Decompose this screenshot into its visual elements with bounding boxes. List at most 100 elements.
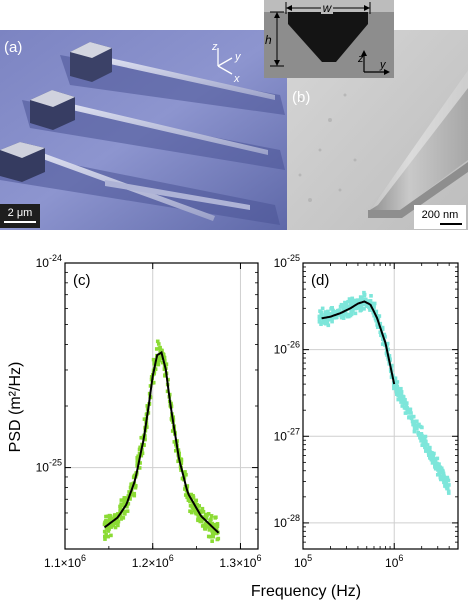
data-point — [347, 305, 352, 309]
data-point — [118, 505, 123, 510]
data-point — [113, 525, 118, 530]
data-point — [133, 485, 138, 490]
data-point — [139, 453, 144, 458]
data-point — [362, 290, 366, 295]
data-point — [184, 472, 188, 477]
data-point — [353, 311, 358, 316]
data-point — [163, 374, 167, 378]
data-point — [172, 440, 177, 444]
data-point — [143, 437, 147, 442]
data-point — [156, 362, 161, 367]
data-point — [122, 496, 127, 500]
data-point — [404, 401, 409, 405]
scale-bar-label: 2 μm — [8, 207, 33, 219]
data-point — [420, 425, 424, 430]
data-point — [389, 363, 394, 368]
data-point — [418, 435, 422, 440]
data-point — [373, 310, 378, 315]
data-point — [391, 383, 396, 388]
data-point — [395, 380, 400, 384]
panel-c-label: (c) — [73, 272, 91, 289]
data-point — [331, 308, 335, 313]
data-point — [419, 439, 423, 443]
x-tick-label: 105 — [294, 553, 312, 570]
data-point — [118, 508, 123, 512]
data-point — [403, 398, 407, 402]
data-point — [191, 506, 196, 511]
data-point — [193, 499, 198, 503]
data-point — [407, 415, 411, 419]
data-point — [411, 414, 416, 419]
data-point — [111, 523, 116, 528]
data-point — [126, 501, 131, 506]
data-point — [346, 299, 350, 304]
y-tick-label: 10-25 — [274, 253, 300, 270]
data-point — [195, 503, 199, 507]
data-point — [170, 429, 175, 433]
data-point — [109, 518, 114, 523]
data-points-d — [317, 290, 451, 495]
data-point — [405, 406, 409, 410]
data-point — [373, 316, 378, 321]
data-point — [215, 522, 220, 526]
data-point — [198, 519, 203, 524]
data-point — [210, 529, 214, 533]
data-point — [379, 333, 383, 338]
data-point — [382, 333, 387, 338]
data-point — [107, 517, 112, 522]
data-point — [417, 422, 421, 427]
data-point — [358, 307, 363, 312]
plot-frame-c — [64, 262, 259, 550]
data-point — [341, 304, 345, 309]
data-point — [440, 476, 445, 481]
data-point — [319, 322, 323, 327]
data-point — [372, 301, 377, 306]
data-point — [202, 523, 206, 528]
data-point — [185, 484, 189, 489]
data-point — [131, 475, 136, 480]
data-point — [162, 358, 167, 363]
data-point — [396, 397, 401, 402]
data-point — [358, 302, 363, 306]
data-point — [367, 306, 372, 311]
data-point — [422, 440, 426, 444]
data-point — [204, 515, 208, 520]
data-point — [399, 397, 404, 402]
plot-frame-d — [302, 262, 459, 550]
data-point — [414, 423, 418, 428]
data-point — [138, 461, 142, 465]
data-point — [103, 537, 107, 541]
data-point — [151, 357, 156, 362]
x-tick-label: 106 — [385, 553, 403, 570]
inset-y-label: y — [379, 59, 387, 71]
x-tick-label: 1.3×106 — [219, 553, 261, 570]
data-point — [138, 445, 142, 450]
data-point — [209, 514, 214, 518]
data-point — [119, 502, 123, 506]
data-point — [188, 498, 192, 502]
data-point — [411, 422, 415, 427]
data-point — [319, 313, 324, 318]
data-point — [132, 493, 137, 498]
data-point — [157, 346, 162, 351]
data-point — [436, 462, 441, 466]
data-point — [200, 517, 205, 522]
data-point — [378, 321, 383, 326]
panel-a-label: (a) — [4, 39, 22, 56]
data-point — [349, 301, 353, 306]
data-point — [210, 539, 214, 543]
data-point — [136, 454, 140, 459]
data-point — [208, 534, 213, 539]
data-point — [123, 512, 127, 516]
data-point — [340, 314, 344, 318]
data-point — [392, 386, 396, 391]
data-point — [371, 306, 376, 311]
data-point — [338, 304, 343, 309]
data-point — [213, 522, 218, 527]
data-point — [157, 357, 162, 362]
data-point — [420, 443, 425, 448]
data-point — [119, 498, 124, 502]
data-point — [442, 480, 446, 485]
